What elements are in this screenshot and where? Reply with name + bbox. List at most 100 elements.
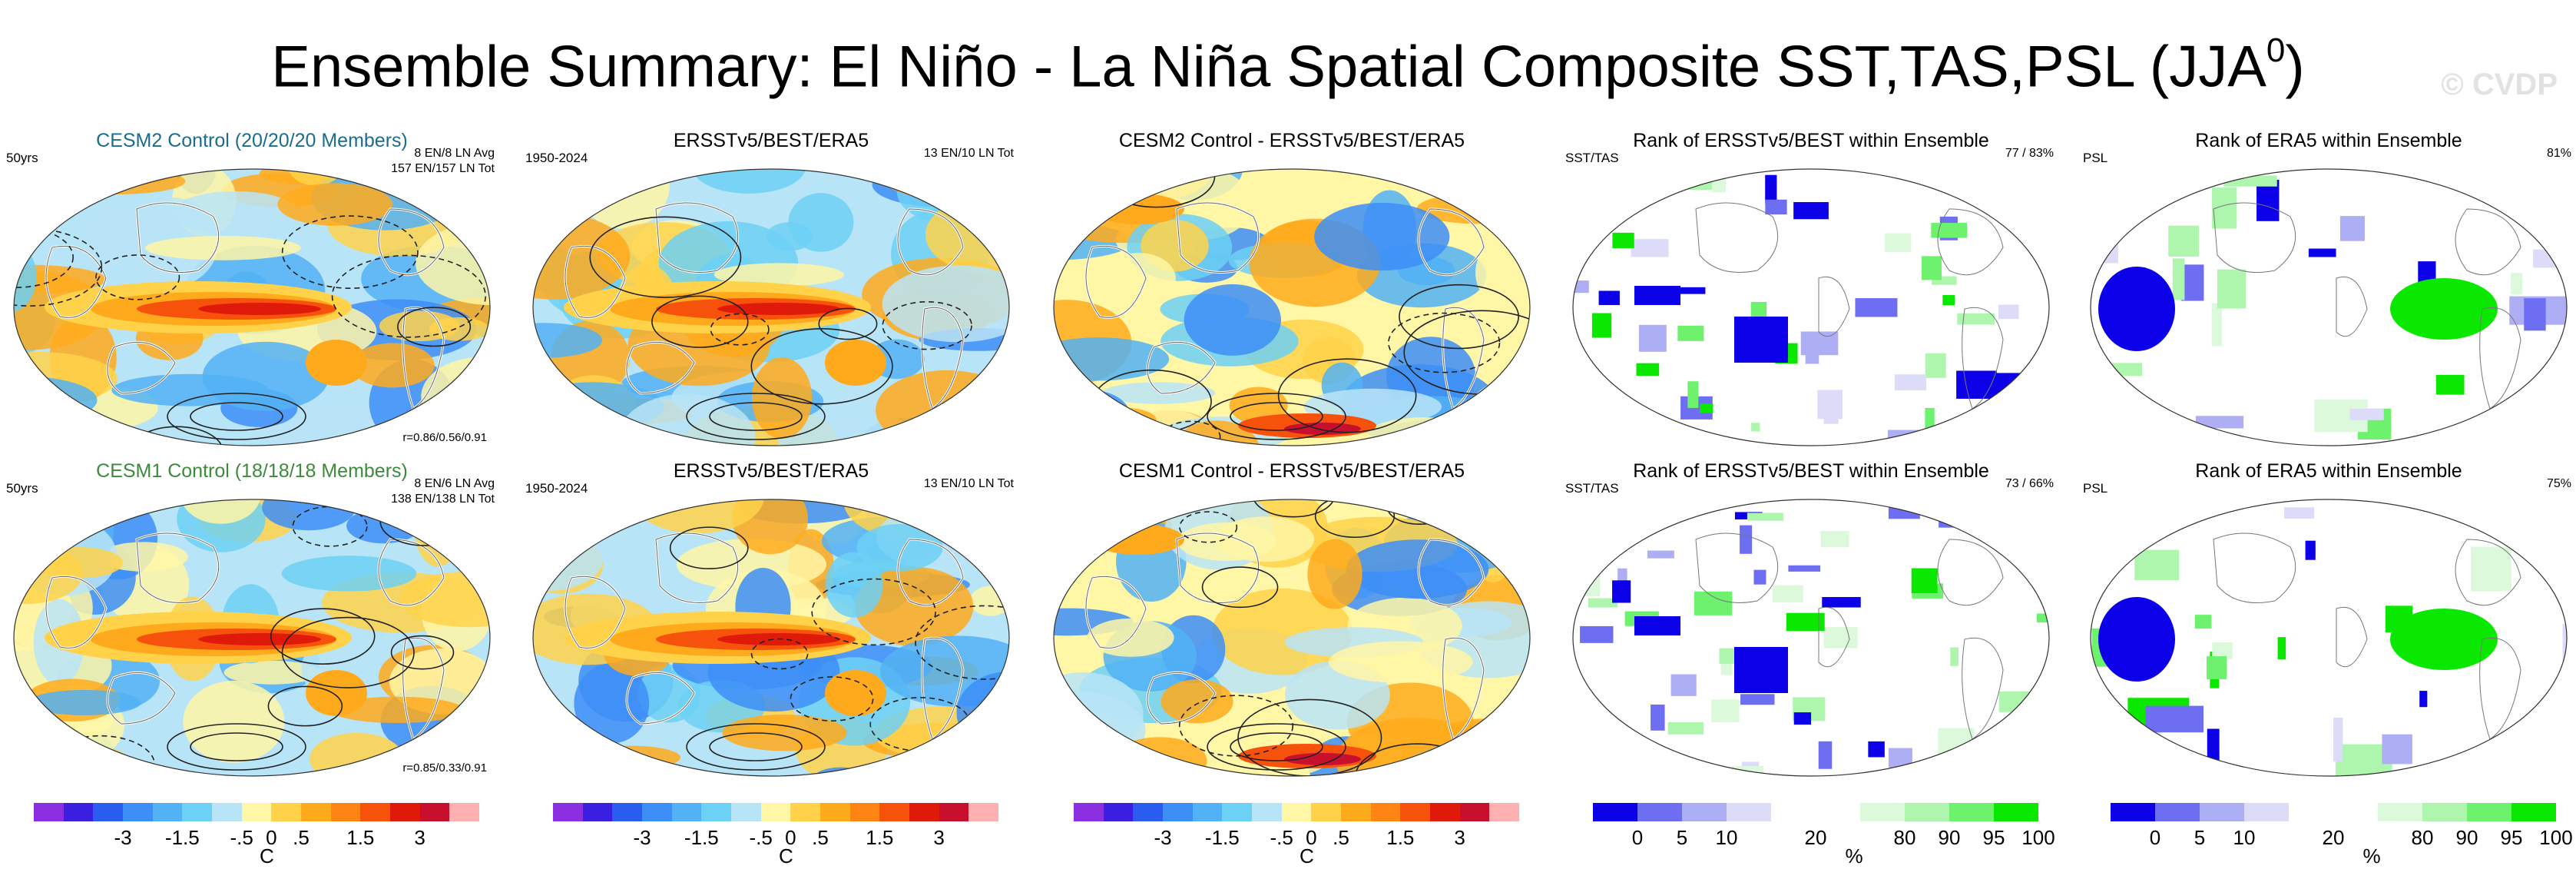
- map-panel-r1c2: ERSSTv5/BEST/ERA5 1950-2024 13 EN/10 LN To…: [525, 129, 1017, 452]
- map-panel-r2c5: Rank of ERA5 within Ensemble PSL 75%: [2083, 459, 2574, 782]
- colorbar-box: [1994, 803, 2038, 821]
- map-panel-r1c4: Rank of ERSSTv5/BEST within Ensemble SST/…: [1565, 129, 2057, 452]
- panel-right-label: 75%: [2547, 476, 2571, 492]
- colorbar-tick-label: 80: [2411, 826, 2434, 849]
- colorbar-tick-label: 5: [2194, 826, 2206, 849]
- colorbar-box: [2200, 803, 2244, 821]
- panel-title: Rank of ERA5 within Ensemble: [2195, 130, 2462, 151]
- pattern-correlation: r=0.86/0.56/0.91: [402, 431, 487, 444]
- panel-left-label: SST/TAS: [1565, 481, 1619, 496]
- colorbar-box: [909, 803, 939, 821]
- panel-title: CESM1 Control - ERSSTv5/BEST/ERA5: [1118, 460, 1465, 482]
- colorbar-box: [1133, 803, 1164, 821]
- colorbar-tick-label: 100: [2539, 826, 2573, 849]
- colorbar-box: [2244, 803, 2289, 821]
- colorbar-box: [968, 803, 999, 821]
- panel-right-line: 73 / 66%: [2005, 477, 2054, 490]
- map-plot: [532, 499, 1010, 777]
- colorbar-tick-label: -3: [633, 826, 651, 849]
- colorbar-box: [1192, 803, 1223, 821]
- colorbar-box: [1593, 803, 1637, 821]
- colorbar-tick-label: 100: [2021, 826, 2055, 849]
- colorbar-box: [449, 803, 480, 821]
- colorbar-box: [123, 803, 153, 821]
- panel-title: ERSSTv5/BEST/ERA5: [673, 130, 869, 151]
- colorbar-tick-label: 95: [1982, 826, 2005, 849]
- panel-right-label: 13 EN/10 LN Tot: [924, 476, 1014, 492]
- panel-right-label: 77 / 83%: [2005, 146, 2054, 161]
- panel-left-label: 50yrs: [6, 151, 38, 165]
- colorbar-tick-label: -.5: [1270, 826, 1293, 849]
- colorbar-box: [1281, 803, 1312, 821]
- colorbar-box: [1103, 803, 1134, 821]
- colorbar-box: [63, 803, 94, 821]
- map-panel-r2c2: ERSSTv5/BEST/ERA5 1950-2024 13 EN/10 LN To…: [525, 459, 1017, 782]
- colorbar-tick-label: 1.5: [866, 826, 894, 849]
- colorbar-box: [182, 803, 213, 821]
- colorbar-box: [1341, 803, 1371, 821]
- colorbar-box: [2333, 803, 2378, 821]
- colorbar-unit: %: [2362, 844, 2381, 867]
- map-plot: [13, 168, 491, 446]
- map-panel-r2c4: Rank of ERSSTv5/BEST within Ensemble SST/…: [1565, 459, 2057, 782]
- main-title-superscript: 0: [2266, 32, 2286, 69]
- colorbar-tick-label: 0: [1306, 826, 1317, 849]
- colorbar-tick-label: 20: [2322, 826, 2345, 849]
- colorbar-tick-label: 10: [2233, 826, 2256, 849]
- rank-colorbar: 0 5 10 20 80 90 95 100%: [1593, 803, 2055, 867]
- panel-right-line: 77 / 83%: [2005, 147, 2054, 160]
- colorbar-box: [1430, 803, 1460, 821]
- colorbar-box: [212, 803, 242, 821]
- colorbar-tick-label: -1.5: [1204, 826, 1240, 849]
- panel-left-label: PSL: [2083, 481, 2108, 496]
- colorbar-tick-label: .5: [1333, 826, 1349, 849]
- colorbar-box: [582, 803, 613, 821]
- colorbar-tick-label: 3: [1454, 826, 1465, 849]
- main-title-close: ): [2285, 34, 2305, 100]
- map-panel-r1c5: Rank of ERA5 within Ensemble PSL 81%: [2083, 129, 2574, 452]
- colorbar-tick-label: 80: [1893, 826, 1916, 849]
- panel-title: Rank of ERA5 within Ensemble: [2195, 460, 2462, 482]
- colorbar-box: [2422, 803, 2467, 821]
- colorbar-box: [1905, 803, 1949, 821]
- panel-right-label: 81%: [2547, 146, 2571, 161]
- panel-title: ERSSTv5/BEST/ERA5: [673, 460, 869, 482]
- colorbar-box: [2467, 803, 2511, 821]
- map-panel-r1c3: CESM2 Control - ERSSTv5/BEST/ERA5: [1046, 129, 1538, 452]
- colorbar-tick-label: 20: [1804, 826, 1827, 849]
- colorbar-box: [790, 803, 821, 821]
- main-title: Ensemble Summary: El Niño - La Niña Spat…: [0, 17, 2576, 105]
- watermark: © CVDP: [2441, 68, 2558, 101]
- colorbar-box: [1370, 803, 1401, 821]
- colorbar-box: [553, 803, 583, 821]
- colorbar-box: [1311, 803, 1342, 821]
- colorbar-box: [2511, 803, 2556, 821]
- panel-title: CESM2 Control (20/20/20 Members): [96, 130, 408, 151]
- panel-left-label: SST/TAS: [1565, 151, 1619, 165]
- colorbar-box: [2289, 803, 2333, 821]
- colorbar-tick-label: 0: [266, 826, 277, 849]
- colorbar-box: [760, 803, 791, 821]
- rank-colorbar: 0 5 10 20 80 90 95 100%: [2111, 803, 2573, 867]
- colorbar-box: [241, 803, 272, 821]
- colorbar-box: [2155, 803, 2200, 821]
- colorbar-box: [1949, 803, 1994, 821]
- map-plot: [2090, 499, 2568, 777]
- map-plot: [532, 168, 1010, 446]
- panel-right-line: 13 EN/10 LN Tot: [923, 477, 1014, 490]
- colorbar-box: [1400, 803, 1431, 821]
- colorbar-tick-label: 3: [933, 826, 945, 849]
- colorbar-box: [271, 803, 302, 821]
- map-plot: [1053, 168, 1531, 446]
- map-panel-r2c1: CESM1 Control (18/18/18 Members) 50yrs 8 E…: [6, 459, 498, 782]
- panel-title: CESM1 Control (18/18/18 Members): [96, 460, 408, 482]
- panel-right-line: 8 EN/8 LN Avg: [414, 147, 495, 160]
- colorbar-tick-label: -3: [1154, 826, 1172, 849]
- colorbar-box: [1771, 803, 1816, 821]
- panel-right-label: 13 EN/10 LN Tot: [924, 146, 1014, 161]
- panel-right-line: 75%: [2546, 477, 2571, 490]
- main-title-text: Ensemble Summary: El Niño - La Niña Spat…: [271, 34, 2266, 100]
- temperature-colorbar: -3 -1.5 -.5 0 .5 1.5 3 C: [1074, 803, 1520, 867]
- colorbar-box: [2378, 803, 2422, 821]
- colorbar-box: [2111, 803, 2155, 821]
